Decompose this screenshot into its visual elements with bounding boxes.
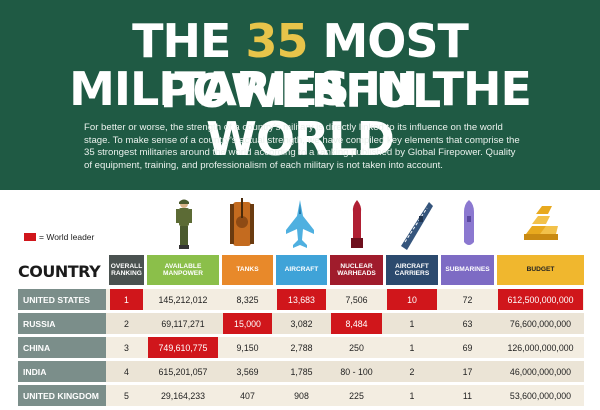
table-cell-ranking: 2 bbox=[124, 318, 129, 329]
table-cell-warheads: 8,484 bbox=[331, 313, 382, 334]
aircraft-carrier-icon bbox=[401, 202, 433, 250]
column-header-submarines: SUBMARINES bbox=[441, 255, 494, 285]
table-cell-ranking: 4 bbox=[124, 366, 129, 377]
table-cell-manpower: 29,164,233 bbox=[160, 390, 206, 401]
table-cell-warheads: 80 - 100 bbox=[340, 366, 373, 377]
page-title-line2: MILITARIES IN THE WORLD bbox=[69, 62, 532, 166]
country-column-header: COUNTRY bbox=[18, 262, 101, 281]
soldier-icon bbox=[176, 199, 192, 249]
warhead-icon bbox=[351, 200, 363, 248]
row-country-label: CHINA bbox=[18, 337, 106, 358]
table-cell-tanks: 3,569 bbox=[236, 366, 259, 377]
table-cell-carriers: 1 bbox=[409, 390, 415, 401]
legend-swatch bbox=[24, 233, 36, 241]
table-cell-budget: 76,600,000,000 bbox=[509, 318, 572, 329]
table-cell-manpower: 615,201,057 bbox=[158, 366, 208, 377]
table-cell-warheads: 7,506 bbox=[345, 294, 368, 305]
column-header-carriers: AIRCRAFT CARRIERS bbox=[386, 255, 438, 285]
submarine-icon bbox=[464, 200, 474, 245]
table-cell-submarines: 11 bbox=[462, 390, 473, 401]
column-header-budget: BUDGET bbox=[497, 255, 584, 285]
table-cell-carriers: 10 bbox=[387, 289, 437, 310]
table-cell-submarines: 72 bbox=[462, 294, 473, 305]
column-header-ranking: OVERALL RANKING bbox=[109, 255, 144, 285]
table-cell-manpower: 749,610,775 bbox=[148, 337, 218, 358]
table-cell-warheads: 225 bbox=[349, 390, 364, 401]
table-cell-submarines: 63 bbox=[462, 318, 473, 329]
table-cell-budget: 53,600,000,000 bbox=[509, 390, 572, 401]
table-cell-aircraft: 908 bbox=[294, 390, 309, 401]
table-cell-warheads: 250 bbox=[349, 342, 364, 353]
header-banner bbox=[0, 0, 600, 190]
row-country-label: UNITED KINGDOM bbox=[18, 385, 106, 406]
fighter-jet-icon bbox=[286, 200, 314, 248]
table-cell-carriers: 2 bbox=[409, 366, 415, 377]
table-cell-tanks: 407 bbox=[240, 390, 255, 401]
table-row bbox=[106, 337, 584, 358]
row-country-label: INDIA bbox=[18, 361, 106, 382]
table-cell-submarines: 17 bbox=[462, 366, 473, 377]
table-cell-submarines: 69 bbox=[462, 342, 473, 353]
table-cell-ranking: 1 bbox=[110, 289, 143, 310]
row-country-label: RUSSIA bbox=[18, 313, 106, 334]
table-cell-manpower: 145,212,012 bbox=[158, 294, 208, 305]
tank-icon bbox=[230, 198, 254, 246]
gold-bars-icon bbox=[524, 206, 558, 240]
legend: = World leader bbox=[24, 232, 94, 242]
table-cell-manpower: 69,117,271 bbox=[161, 318, 205, 329]
intro-paragraph: For better or worse, the strength of a c… bbox=[84, 122, 520, 171]
legend-label: = World leader bbox=[39, 232, 95, 242]
column-header-warheads: NUCLEAR WARHEADS bbox=[330, 255, 383, 285]
table-cell-tanks: 9,150 bbox=[236, 342, 259, 353]
column-header-manpower: AVAILABLE MANPOWER bbox=[147, 255, 219, 285]
table-cell-tanks: 15,000 bbox=[223, 313, 272, 334]
table-row bbox=[106, 289, 584, 310]
table-cell-aircraft: 1,785 bbox=[290, 366, 313, 377]
table-cell-aircraft: 2,788 bbox=[290, 342, 313, 353]
table-cell-carriers: 1 bbox=[409, 342, 415, 353]
table-cell-budget: 126,000,000,000 bbox=[507, 342, 574, 353]
table-cell-budget: 612,500,000,000 bbox=[498, 289, 583, 310]
column-header-tanks: TANKS bbox=[222, 255, 273, 285]
table-cell-ranking: 5 bbox=[124, 390, 129, 401]
title-number: 35 bbox=[245, 14, 308, 68]
table-cell-aircraft: 13,683 bbox=[277, 289, 326, 310]
table-row bbox=[106, 361, 584, 382]
table-cell-ranking: 3 bbox=[124, 342, 129, 353]
table-row bbox=[106, 385, 584, 406]
table-cell-aircraft: 3,082 bbox=[290, 318, 313, 329]
column-header-aircraft: AIRCRAFT bbox=[276, 255, 327, 285]
table-cell-tanks: 8,325 bbox=[236, 294, 259, 305]
row-country-label: UNITED STATES bbox=[18, 289, 106, 310]
page-title-line1: THE 35 MOST POWERFUL bbox=[132, 14, 469, 118]
table-cell-carriers: 1 bbox=[409, 318, 415, 329]
table-cell-budget: 46,000,000,000 bbox=[509, 366, 572, 377]
